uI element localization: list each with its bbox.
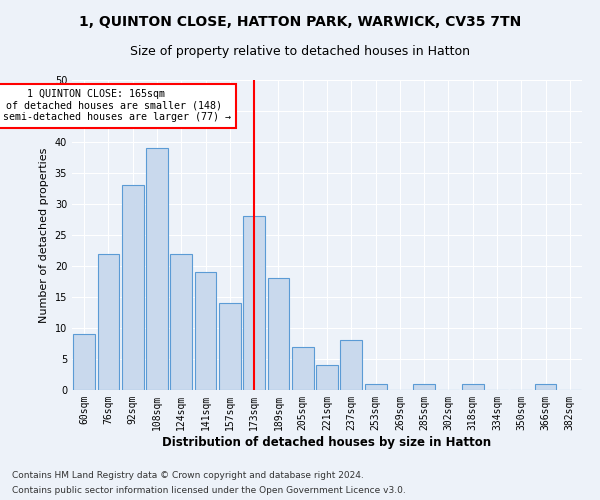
Text: Size of property relative to detached houses in Hatton: Size of property relative to detached ho… bbox=[130, 45, 470, 58]
Bar bbox=[194, 272, 217, 390]
Bar bbox=[73, 334, 95, 390]
X-axis label: Distribution of detached houses by size in Hatton: Distribution of detached houses by size … bbox=[163, 436, 491, 448]
Y-axis label: Number of detached properties: Number of detached properties bbox=[39, 148, 49, 322]
Bar bbox=[268, 278, 289, 390]
Bar bbox=[316, 365, 338, 390]
Bar bbox=[146, 148, 168, 390]
Bar bbox=[243, 216, 265, 390]
Bar bbox=[535, 384, 556, 390]
Bar bbox=[122, 186, 143, 390]
Bar bbox=[462, 384, 484, 390]
Bar bbox=[340, 340, 362, 390]
Bar bbox=[292, 346, 314, 390]
Bar bbox=[170, 254, 192, 390]
Bar bbox=[413, 384, 435, 390]
Text: 1 QUINTON CLOSE: 165sqm
← 65% of detached houses are smaller (148)
34% of semi-d: 1 QUINTON CLOSE: 165sqm ← 65% of detache… bbox=[0, 90, 231, 122]
Text: Contains public sector information licensed under the Open Government Licence v3: Contains public sector information licen… bbox=[12, 486, 406, 495]
Text: 1, QUINTON CLOSE, HATTON PARK, WARWICK, CV35 7TN: 1, QUINTON CLOSE, HATTON PARK, WARWICK, … bbox=[79, 15, 521, 29]
Bar bbox=[97, 254, 119, 390]
Text: Contains HM Land Registry data © Crown copyright and database right 2024.: Contains HM Land Registry data © Crown c… bbox=[12, 471, 364, 480]
Bar bbox=[219, 303, 241, 390]
Bar bbox=[365, 384, 386, 390]
